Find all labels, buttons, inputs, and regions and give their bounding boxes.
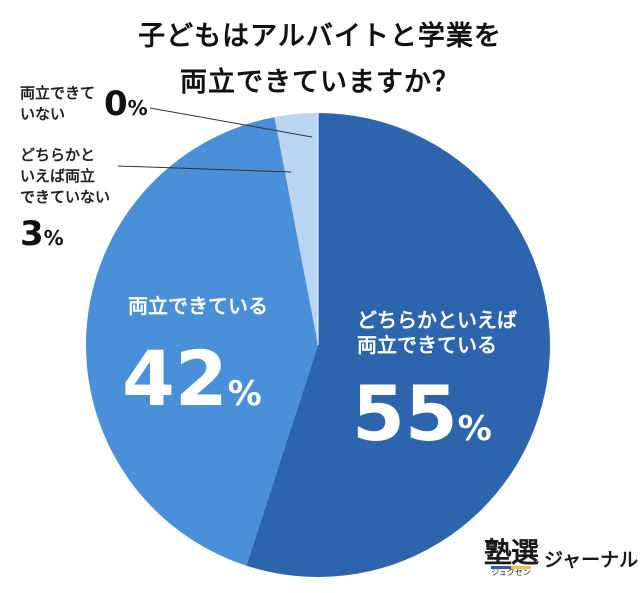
slice-value-2: 3% — [20, 214, 64, 254]
pie-slice-1 — [85, 117, 318, 566]
logo-kanji: 塾選 — [484, 536, 539, 569]
slice-value-1: 42% — [122, 334, 262, 423]
slice-label-3: 両立できていない — [20, 84, 95, 123]
slice-label-0: どちらかといえば両立できている — [357, 308, 517, 357]
chart-title-line-1: 子どもはアルバイトと学業を — [138, 21, 502, 52]
slice-value-0: 55% — [352, 369, 492, 458]
leader-line-3 — [149, 107, 313, 138]
logo-text: ジャーナル — [544, 549, 639, 571]
slice-label-2: どちらかといえば両立できていない — [20, 146, 110, 206]
brand-logo: 塾選 ジュクセン ジャーナル — [484, 536, 639, 578]
chart-title-line-2: 両立できていますか？ — [180, 67, 460, 98]
slice-value-3: 0% — [104, 84, 148, 124]
logo-ruby: ジュクセン — [491, 568, 531, 577]
logo-underline — [491, 566, 531, 569]
leader-line-2 — [117, 165, 292, 173]
pie-slice-2 — [274, 113, 318, 345]
pie-slice-0 — [246, 113, 550, 577]
chart-title: 子どもはアルバイトと学業を 両立できていますか？ — [0, 14, 640, 106]
slice-label-1: 両立できている — [128, 294, 268, 318]
